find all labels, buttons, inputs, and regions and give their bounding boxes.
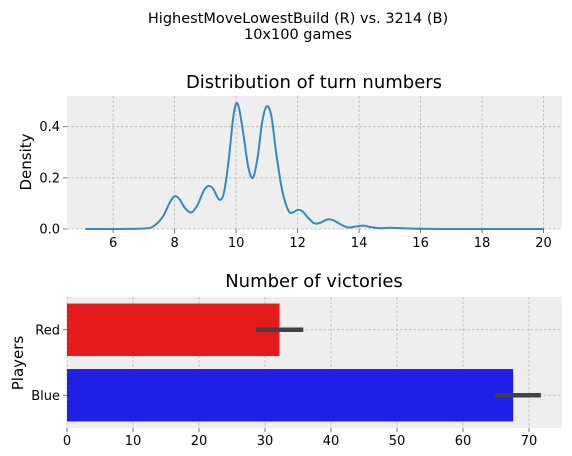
bar-series [67, 303, 541, 422]
kde-grid [67, 96, 562, 230]
bar-x-tick-label: 10 [125, 434, 142, 449]
figure-suptitle-line1: HighestMoveLowestBuild (R) vs. 3214 (B) [148, 11, 448, 27]
bar-y-axis-label: Players [9, 336, 27, 391]
kde-x-ticks: 6 8 10 12 14 16 18 20 [109, 229, 552, 251]
bar-red [67, 303, 280, 356]
bar-y-ticks: Red Blue [31, 323, 67, 404]
kde-x-tick-label: 10 [228, 236, 245, 251]
kde-chart: 6 8 10 12 14 16 18 20 0.0 0.2 0.4 Distribution of… [17, 72, 562, 251]
kde-density-line [85, 101, 544, 231]
kde-y-tick-label: 0.4 [39, 120, 60, 135]
kde-y-tick-label: 0.0 [39, 223, 60, 238]
victories-chart: 0 10 20 30 40 50 60 70 Red Blue Number of victor… [9, 271, 562, 449]
bar-blue [67, 369, 514, 422]
kde-plot-area [67, 96, 562, 229]
bar-x-tick-label: 40 [323, 434, 340, 449]
kde-title: Distribution of turn numbers [186, 72, 442, 93]
bar-x-tick-label: 50 [389, 434, 406, 449]
kde-x-tick-label: 6 [109, 236, 117, 251]
kde-y-tick-label: 0.2 [39, 171, 60, 186]
kde-y-ticks: 0.0 0.2 0.4 [39, 120, 67, 238]
bar-x-tick-label: 60 [455, 434, 472, 449]
kde-x-tick-label: 16 [412, 236, 429, 251]
kde-y-axis-label: Density [17, 133, 35, 190]
kde-x-tick-label: 20 [535, 236, 552, 251]
bar-x-tick-label: 20 [191, 434, 208, 449]
kde-x-tick-label: 12 [289, 236, 306, 251]
kde-x-tick-label: 8 [170, 236, 178, 251]
bar-y-tick-label: Red [35, 323, 60, 338]
bar-x-tick-label: 70 [521, 434, 538, 449]
figure-suptitle-line2: 10x100 games [244, 27, 352, 43]
bar-title: Number of victories [225, 271, 403, 292]
bar-x-tick-label: 0 [63, 434, 71, 449]
kde-x-tick-label: 18 [474, 236, 491, 251]
kde-x-tick-label: 14 [351, 236, 368, 251]
bar-y-tick-label: Blue [31, 389, 60, 404]
bar-x-tick-label: 30 [257, 434, 274, 449]
bar-x-ticks: 0 10 20 30 40 50 60 70 [63, 428, 537, 449]
